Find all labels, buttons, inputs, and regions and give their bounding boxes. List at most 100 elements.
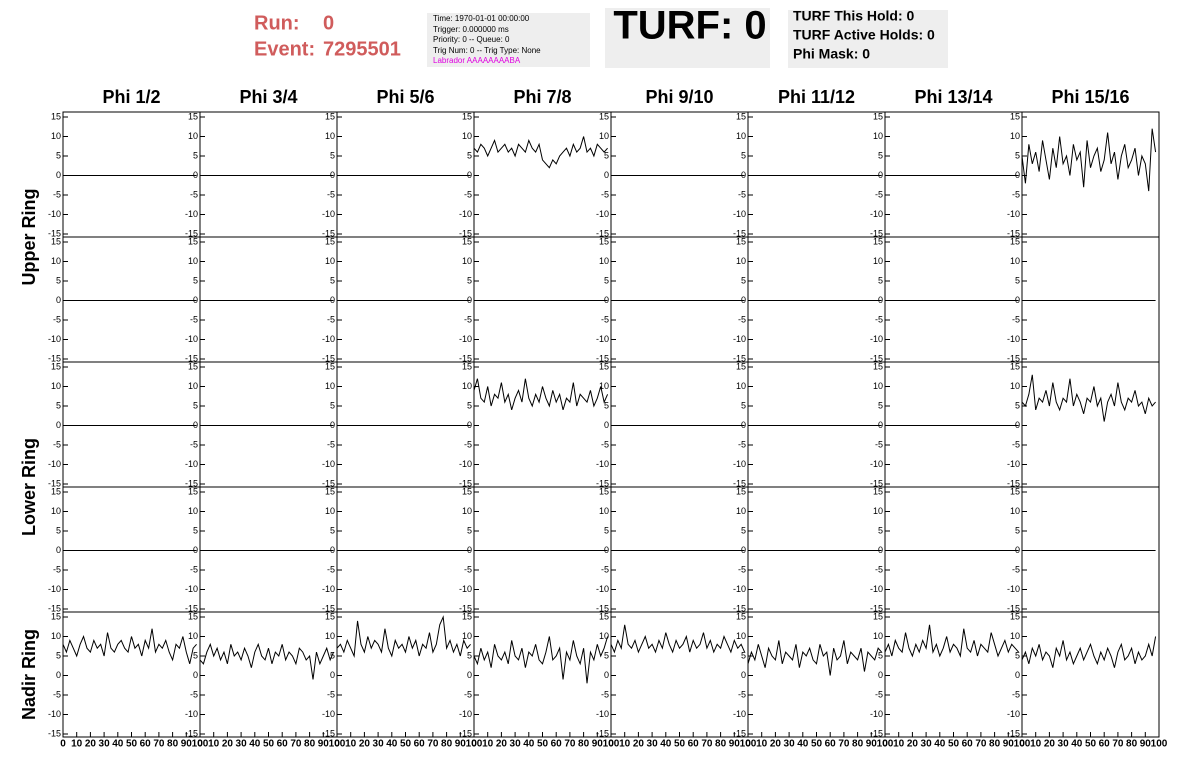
y-tick-label: -10 bbox=[459, 584, 472, 594]
y-tick-label: 0 bbox=[878, 170, 883, 180]
x-tick-label: 30 bbox=[921, 739, 933, 750]
y-tick-label: 0 bbox=[56, 295, 61, 305]
x-tick-label: 0 bbox=[882, 739, 888, 750]
y-tick-label: -15 bbox=[459, 603, 472, 613]
y-tick-label: -15 bbox=[733, 728, 746, 738]
y-tick-label: -5 bbox=[190, 439, 198, 449]
y-tick-label: 15 bbox=[873, 111, 883, 121]
y-tick-label: -5 bbox=[1012, 314, 1020, 324]
y-tick-label: -15 bbox=[322, 603, 335, 613]
y-tick-label: 5 bbox=[330, 275, 335, 285]
y-tick-label: 5 bbox=[467, 400, 472, 410]
x-tick-label: 0 bbox=[197, 739, 203, 750]
y-tick-label: -10 bbox=[185, 209, 198, 219]
x-tick-label: 40 bbox=[523, 739, 535, 750]
y-tick-label: -15 bbox=[1007, 353, 1020, 363]
y-tick-label: -15 bbox=[870, 478, 883, 488]
panel-frame bbox=[473, 486, 612, 613]
y-tick-label: 5 bbox=[467, 525, 472, 535]
x-tick-label: 80 bbox=[304, 739, 316, 750]
y-tick-label: 5 bbox=[878, 650, 883, 660]
y-tick-label: -5 bbox=[601, 189, 609, 199]
y-tick-label: 0 bbox=[878, 295, 883, 305]
y-tick-label: -10 bbox=[870, 334, 883, 344]
y-tick-label: -10 bbox=[48, 584, 61, 594]
y-tick-label: 0 bbox=[604, 420, 609, 430]
y-tick-label: -5 bbox=[601, 314, 609, 324]
y-tick-label: 5 bbox=[1015, 275, 1020, 285]
y-tick-label: -10 bbox=[733, 584, 746, 594]
column-title: Phi 3/4 bbox=[239, 87, 297, 107]
turf-info: TURF Active Holds: 0 bbox=[793, 27, 935, 43]
y-tick-label: 5 bbox=[741, 400, 746, 410]
y-tick-label: 0 bbox=[1015, 420, 1020, 430]
x-tick-label: 10 bbox=[208, 739, 220, 750]
x-tick-label: 0 bbox=[334, 739, 340, 750]
y-tick-label: 10 bbox=[188, 381, 198, 391]
y-tick-label: -15 bbox=[322, 353, 335, 363]
turf-info-box bbox=[788, 10, 948, 68]
y-tick-label: -10 bbox=[596, 584, 609, 594]
y-tick-label: 15 bbox=[325, 236, 335, 246]
y-tick-label: -15 bbox=[185, 478, 198, 488]
y-tick-label: 5 bbox=[878, 525, 883, 535]
y-tick-label: 0 bbox=[741, 420, 746, 430]
y-tick-label: -5 bbox=[1012, 189, 1020, 199]
panel-frame bbox=[336, 111, 475, 238]
y-tick-label: 5 bbox=[878, 150, 883, 160]
y-tick-label: 0 bbox=[1015, 295, 1020, 305]
y-tick-label: 10 bbox=[736, 381, 746, 391]
y-tick-label: -10 bbox=[48, 334, 61, 344]
x-tick-label: 80 bbox=[852, 739, 864, 750]
y-tick-label: 0 bbox=[1015, 545, 1020, 555]
x-tick-label: 90 bbox=[1140, 739, 1152, 750]
waveform bbox=[199, 642, 335, 680]
y-tick-label: -10 bbox=[870, 459, 883, 469]
x-tick-label: 30 bbox=[1058, 739, 1070, 750]
y-tick-label: -10 bbox=[733, 334, 746, 344]
y-tick-label: 5 bbox=[467, 150, 472, 160]
y-tick-label: 0 bbox=[604, 545, 609, 555]
x-tick-label: 80 bbox=[578, 739, 590, 750]
y-tick-label: -5 bbox=[327, 689, 335, 699]
y-tick-label: 10 bbox=[51, 256, 61, 266]
y-tick-label: -15 bbox=[185, 228, 198, 238]
panel-frame bbox=[473, 361, 612, 488]
x-tick-label: 100 bbox=[740, 739, 757, 750]
y-tick-label: -10 bbox=[185, 459, 198, 469]
x-tick-label: 100 bbox=[466, 739, 483, 750]
y-tick-label: 10 bbox=[873, 506, 883, 516]
x-tick-label: 10 bbox=[71, 739, 83, 750]
x-tick-label: 30 bbox=[784, 739, 796, 750]
waveform bbox=[336, 615, 471, 658]
panel-frame bbox=[884, 111, 1023, 238]
y-tick-label: -10 bbox=[322, 709, 335, 719]
x-tick-label: 100 bbox=[1014, 739, 1031, 750]
column-title: Phi 7/8 bbox=[513, 87, 571, 107]
y-tick-label: 10 bbox=[325, 256, 335, 266]
y-tick-label: 10 bbox=[325, 506, 335, 516]
x-tick-label: 70 bbox=[564, 739, 576, 750]
y-tick-label: 15 bbox=[736, 236, 746, 246]
run-value: 0 bbox=[323, 12, 334, 34]
y-tick-label: 10 bbox=[873, 131, 883, 141]
x-tick-label: 40 bbox=[1071, 739, 1083, 750]
y-tick-label: 10 bbox=[873, 381, 883, 391]
y-tick-label: 0 bbox=[741, 545, 746, 555]
y-tick-label: 10 bbox=[736, 631, 746, 641]
y-tick-label: -15 bbox=[870, 603, 883, 613]
waveform bbox=[747, 640, 882, 676]
y-tick-label: 15 bbox=[51, 611, 61, 621]
y-tick-label: -10 bbox=[870, 209, 883, 219]
y-tick-label: 10 bbox=[599, 506, 609, 516]
x-tick-label: 90 bbox=[318, 739, 330, 750]
y-tick-label: -10 bbox=[48, 459, 61, 469]
x-tick-label: 20 bbox=[222, 739, 234, 750]
y-tick-label: -5 bbox=[1012, 689, 1020, 699]
y-tick-label: 15 bbox=[736, 611, 746, 621]
y-tick-label: 5 bbox=[330, 150, 335, 160]
waveform bbox=[1021, 128, 1157, 192]
x-tick-label: 50 bbox=[400, 739, 412, 750]
y-tick-label: 5 bbox=[604, 275, 609, 285]
y-tick-label: 10 bbox=[188, 256, 198, 266]
